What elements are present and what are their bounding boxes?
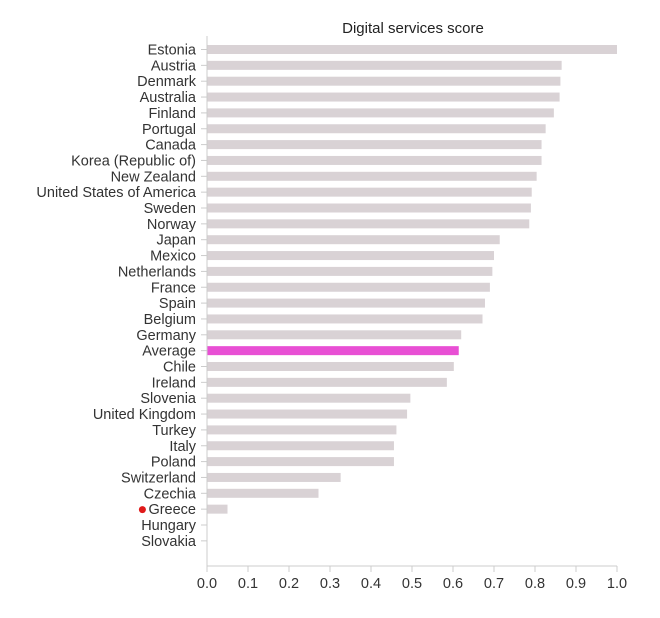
bar-france: [207, 282, 490, 292]
bar-austria: [207, 60, 562, 70]
category-label: Japan: [156, 233, 196, 249]
bar-poland: [207, 457, 394, 467]
bar-canada: [207, 140, 542, 150]
bar-finland: [207, 108, 554, 118]
x-tick-label: 0.0: [197, 576, 217, 592]
category-label: Portugal: [142, 122, 196, 138]
category-label: Spain: [159, 296, 196, 312]
bar-new-zealand: [207, 171, 537, 181]
bar-korea-republic-of-: [207, 155, 542, 165]
category-label: Korea (Republic of): [71, 153, 196, 169]
bars-group: [207, 45, 617, 514]
bar-united-kingdom: [207, 409, 408, 419]
category-label: Norway: [147, 217, 197, 233]
category-label: United Kingdom: [93, 407, 196, 423]
category-label: Germany: [136, 328, 196, 344]
category-label: Netherlands: [118, 264, 196, 280]
x-tick-label: 0.9: [566, 576, 586, 592]
bar-australia: [207, 92, 560, 102]
y-axis: [201, 36, 208, 566]
chart-title: Digital services score: [342, 20, 484, 37]
bar-turkey: [207, 425, 397, 435]
category-label: Switzerland: [121, 470, 196, 486]
bar-spain: [207, 298, 485, 308]
category-label: Czechia: [144, 486, 197, 502]
x-tick-label: 0.1: [238, 576, 258, 592]
bar-czechia: [207, 488, 319, 498]
bar-germany: [207, 330, 462, 340]
category-label: Chile: [163, 360, 196, 376]
category-label: Finland: [148, 106, 196, 122]
category-label: Sweden: [144, 201, 196, 217]
category-label: Turkey: [152, 423, 197, 439]
x-tick-label: 0.3: [320, 576, 340, 592]
x-axis: 0.0 0.1 0.2 0.3 0.4 0.5 0.6 0.7 0.8 0.9 1.0: [197, 565, 627, 592]
bar-italy: [207, 441, 394, 451]
category-label: Hungary: [141, 518, 197, 534]
bar-netherlands: [207, 266, 493, 276]
category-label: Austria: [151, 58, 197, 74]
bar-switzerland: [207, 472, 341, 482]
bar-mexico: [207, 251, 494, 261]
bar-sweden: [207, 203, 531, 213]
category-labels-group: EstoniaAustriaDenmarkAustraliaFinlandPor…: [36, 43, 197, 550]
category-label: Poland: [151, 455, 196, 471]
category-label: Average: [142, 344, 196, 360]
bar-united-states-of-america: [207, 187, 532, 197]
category-label: Australia: [140, 90, 197, 106]
category-label: Slovenia: [140, 391, 197, 407]
category-label: France: [151, 280, 196, 296]
bar-chile: [207, 362, 454, 371]
marker-dot: [138, 506, 146, 514]
bar-norway: [207, 219, 530, 229]
bar-japan: [207, 235, 500, 245]
category-label: Italy: [169, 439, 196, 455]
category-label: Estonia: [148, 43, 197, 59]
bar-ireland: [207, 377, 447, 387]
x-tick-label: 0.7: [484, 576, 504, 592]
bar-average: [207, 346, 459, 356]
x-tick-label: 1.0: [607, 576, 627, 592]
bar-denmark: [207, 76, 561, 86]
category-label: Greece: [148, 502, 196, 518]
bar-slovenia: [207, 393, 411, 403]
x-tick-label: 0.8: [525, 576, 545, 592]
category-label: Belgium: [144, 312, 196, 328]
x-tick-label: 0.2: [279, 576, 299, 592]
x-tick-label: 0.5: [402, 576, 422, 592]
x-tick-label: 0.6: [443, 576, 463, 592]
category-label: Canada: [145, 138, 197, 154]
x-tick-label: 0.4: [361, 576, 381, 592]
category-label: Mexico: [150, 249, 196, 265]
category-label: New Zealand: [111, 169, 196, 185]
bar-belgium: [207, 314, 483, 324]
category-label: United States of America: [36, 185, 197, 201]
bar-estonia: [207, 45, 617, 54]
bar-portugal: [207, 124, 546, 134]
category-label: Ireland: [152, 375, 196, 391]
bar-greece: [207, 504, 228, 514]
category-label: Slovakia: [141, 534, 197, 550]
category-label: Denmark: [137, 74, 197, 90]
